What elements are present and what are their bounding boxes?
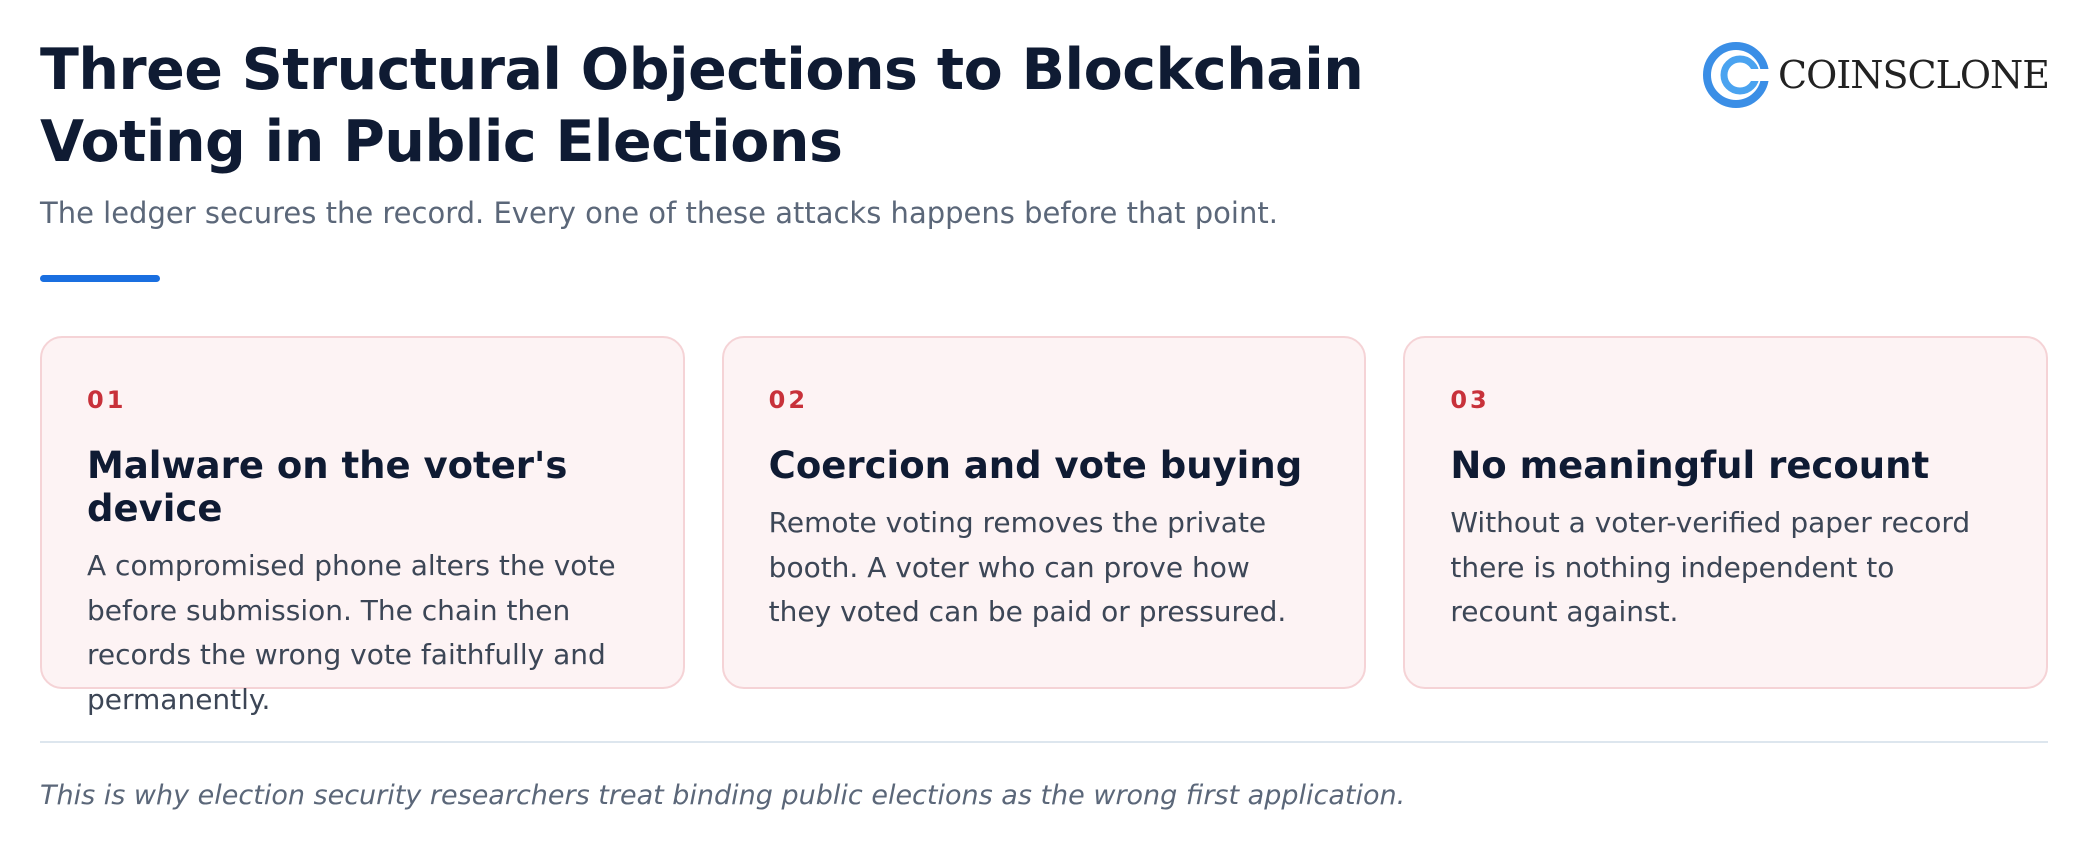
objection-card: 02 Coercion and vote buying Remote voting … (721, 336, 1367, 689)
accent-bar (40, 275, 160, 282)
cards: 01 Malware on the voter's device A comprom… (40, 336, 2049, 716)
card-number: 03 (1450, 386, 1490, 414)
divider (40, 741, 2048, 743)
title: Three Structural Objections to Blockchai… (40, 37, 1364, 175)
subtitle: The ledger secures the record. Every one… (40, 196, 1278, 230)
logo-text: COINSCLONE (1778, 53, 2050, 97)
objection-card: 03 No meaningful recount Without a voter-v… (1403, 336, 2049, 689)
objection-card: 01 Malware on the voter's device A comprom… (40, 336, 685, 716)
card-body: Remote voting removes the private booth.… (768, 506, 1287, 628)
card-title: Coercion and vote buying (768, 444, 1303, 487)
card-body: A compromised phone alters the vote befo… (87, 549, 616, 716)
logo: COINSCLONE (1702, 38, 2050, 112)
card-title: Malware on the voter's device (87, 444, 568, 530)
logo-icon (1703, 42, 1770, 108)
card-body: Without a voter-verified paper record th… (1450, 506, 1971, 628)
card-number: 01 (87, 386, 127, 414)
card-title: No meaningful recount (1450, 444, 1930, 487)
card-number: 02 (768, 386, 809, 414)
footer-note: This is why election security researcher… (40, 780, 1406, 811)
